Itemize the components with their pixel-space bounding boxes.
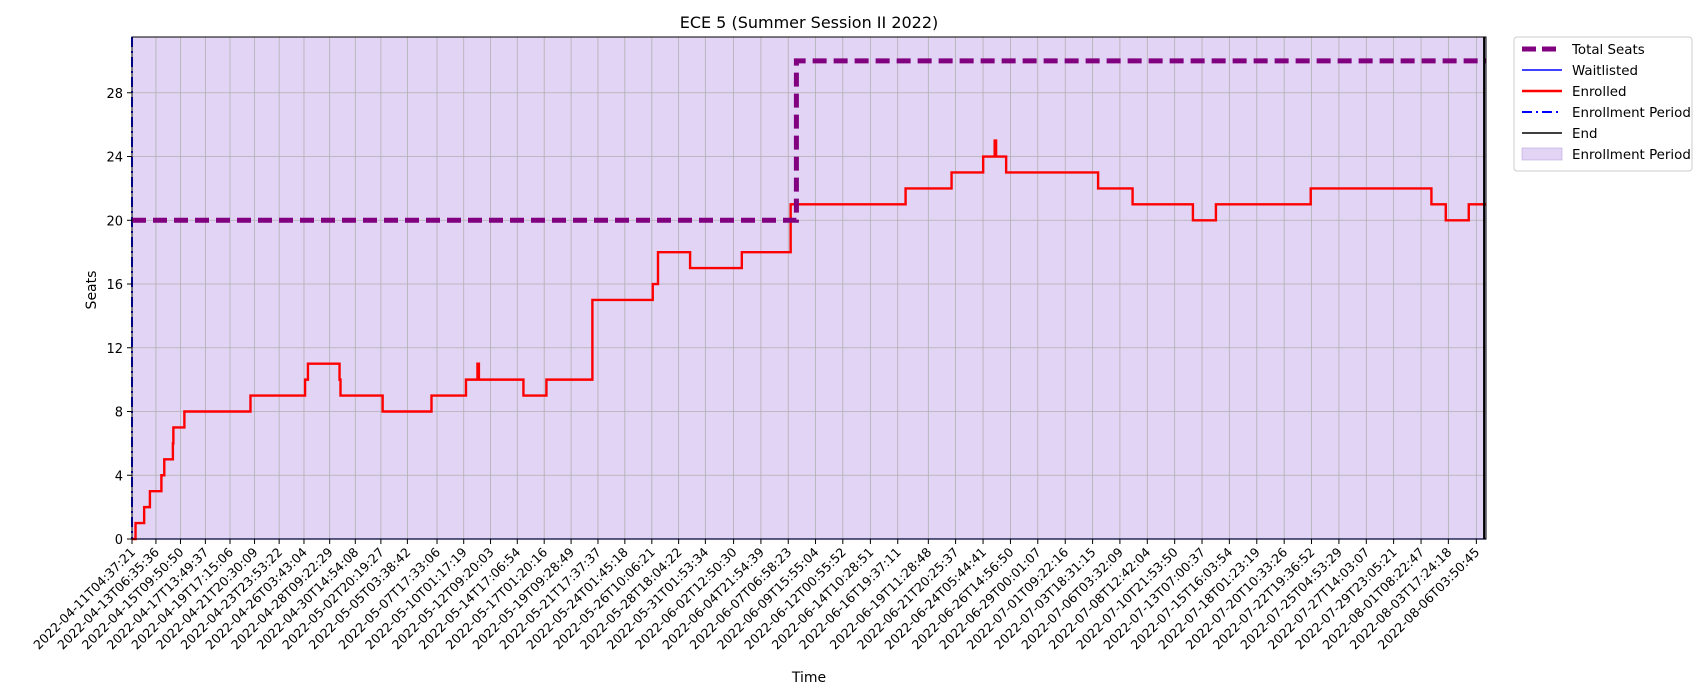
series-enrolled-line xyxy=(132,139,1486,541)
enrollment-period-span xyxy=(132,37,1486,539)
y-tick-label: 8 xyxy=(115,406,123,421)
y-tick-label: 24 xyxy=(106,151,123,166)
legend-swatch-patch xyxy=(1521,147,1563,161)
legend-label: Total Seats xyxy=(1571,43,1645,58)
legend-label: Enrolled xyxy=(1572,85,1627,100)
y-tick-label: 28 xyxy=(106,87,123,102)
legend-label: Waitlisted xyxy=(1572,64,1638,79)
x-axis-label: Time xyxy=(791,670,826,686)
chart-title: ECE 5 (Summer Session II 2022) xyxy=(680,13,939,32)
y-tick-label: 0 xyxy=(115,533,123,548)
plot-area: 04812162024282022-04-11T04:37:212022-04-… xyxy=(30,36,1487,652)
legend: Total Seats Waitlisted Enrolled Enrollment … xyxy=(1513,36,1693,172)
series-total-seats-line xyxy=(132,58,1486,223)
y-tick-label: 12 xyxy=(106,342,123,357)
legend-label: End xyxy=(1572,127,1597,142)
legend-label: Enrollment Period xyxy=(1572,148,1691,163)
y-tick-label: 20 xyxy=(106,214,123,229)
y-tick-label: 16 xyxy=(106,278,123,293)
plot-frame xyxy=(131,36,1487,540)
y-tick-label: 4 xyxy=(115,469,123,484)
legend-label: Enrollment Period xyxy=(1572,106,1691,121)
y-axis-label: Seats xyxy=(84,271,100,310)
